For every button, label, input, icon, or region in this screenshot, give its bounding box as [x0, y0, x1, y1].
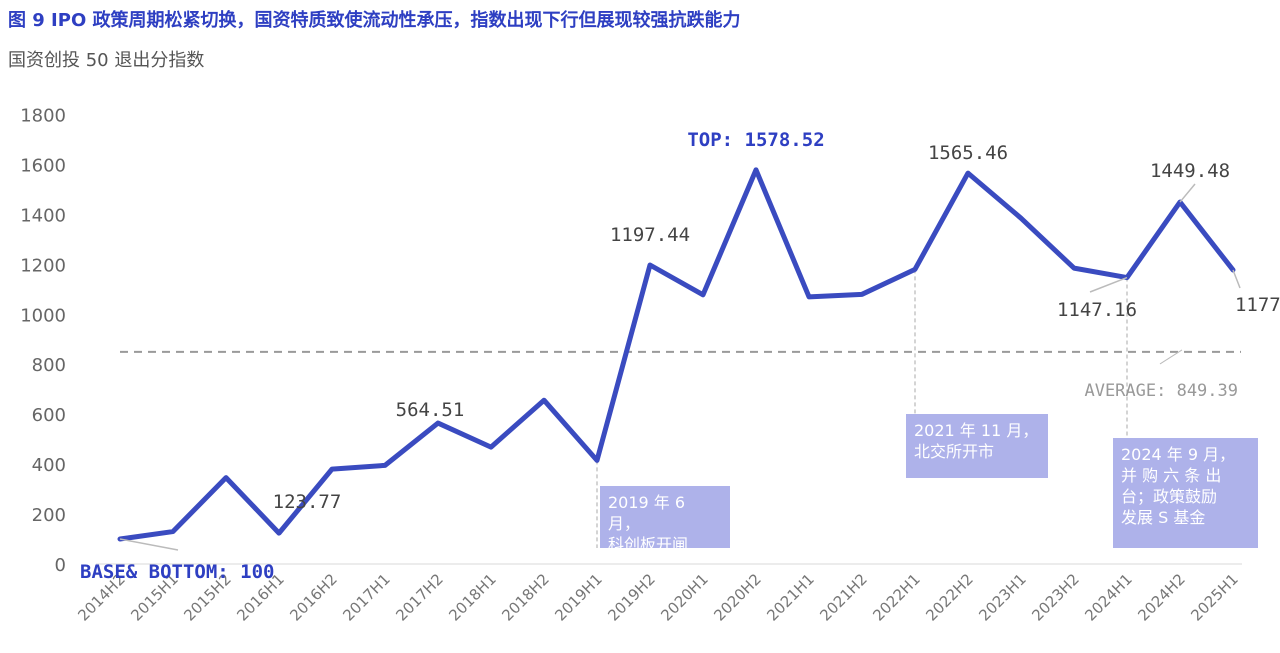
- x-tick-label: 2022H1: [869, 570, 923, 624]
- data-label-leader: [1232, 269, 1241, 289]
- data-point: [648, 263, 652, 267]
- chart-subtitle: 国资创投 50 退出分指数: [8, 50, 205, 71]
- annotation-line: 发展 S 基金: [1121, 508, 1206, 527]
- average-leader-line: [1159, 349, 1183, 365]
- data-label: 123.77: [273, 491, 342, 513]
- x-tick-label: 2023H1: [975, 570, 1029, 624]
- data-point: [1019, 216, 1023, 220]
- annotation-ma-policy: 2024 年 9 月， 并 购 六 条 出台；政策鼓励 发展 S 基金: [1113, 438, 1258, 548]
- annotation-line: 台；政策鼓励: [1121, 487, 1218, 506]
- y-axis: 0 200 400 600 800 1000 1200 1400 1600 1800: [20, 106, 66, 576]
- data-label: 564.51: [396, 399, 465, 421]
- data-point: [383, 463, 387, 467]
- data-point: [436, 421, 440, 425]
- x-tick-label: 2024H1: [1081, 570, 1135, 624]
- data-point: [913, 267, 917, 271]
- data-label: 1177.54: [1235, 294, 1280, 316]
- annotation-line: 并 购 六 条 出: [1121, 466, 1222, 485]
- y-tick-label: 1800: [20, 106, 66, 127]
- x-tick-label: 2024H2: [1134, 570, 1188, 624]
- data-point: [224, 476, 228, 480]
- data-point: [171, 530, 175, 534]
- annotation-line: 2021 年 11 月，: [914, 421, 1039, 440]
- y-tick-label: 1600: [20, 155, 66, 176]
- x-tick-label: 2019H2: [604, 570, 658, 624]
- annotation-line: 2024 年 9 月，: [1121, 445, 1236, 464]
- x-tick-label: 2020H1: [657, 570, 711, 624]
- x-tick-label: 2018H2: [498, 570, 552, 624]
- data-point: [1072, 266, 1076, 270]
- data-point: [330, 467, 334, 471]
- data-label: 1449.48: [1150, 160, 1230, 182]
- data-label: 1565.46: [928, 142, 1008, 164]
- annotation-line: 2019 年 6 月，: [608, 493, 686, 533]
- data-labels: BASE& BOTTOM: 100 123.77 564.51 1197.44 TOP:…: [80, 129, 1280, 583]
- data-point: [277, 531, 281, 535]
- x-tick-label: 2019H1: [551, 570, 605, 624]
- x-tick-label: 2017H1: [339, 570, 393, 624]
- data-point: [489, 445, 493, 449]
- data-point: [754, 168, 758, 172]
- data-point: [966, 171, 970, 175]
- x-tick-label: 2017H2: [392, 570, 446, 624]
- data-label-leader: [1089, 276, 1128, 293]
- average-line-group: AVERAGE: 849.39: [120, 349, 1241, 401]
- x-tick-label: 2016H2: [286, 570, 340, 624]
- x-tick-label: 2020H2: [710, 570, 764, 624]
- y-tick-label: 1400: [20, 205, 66, 226]
- x-tick-label: 2025H1: [1187, 570, 1241, 624]
- x-tick-label: 2022H2: [922, 570, 976, 624]
- y-tick-label: 1000: [20, 305, 66, 326]
- annotation-line: 北交所开市: [914, 442, 995, 461]
- data-label: BASE& BOTTOM: 100: [80, 561, 274, 583]
- average-label: AVERAGE: 849.39: [1084, 381, 1238, 401]
- y-tick-label: 400: [32, 455, 66, 476]
- y-tick-label: 800: [32, 355, 66, 376]
- data-point: [701, 293, 705, 297]
- y-tick-label: 1200: [20, 255, 66, 276]
- x-tick-label: 2018H1: [445, 570, 499, 624]
- series-line: [117, 167, 1236, 542]
- data-point: [542, 398, 546, 402]
- data-label-leader: [1179, 183, 1196, 203]
- x-tick-label: 2021H1: [763, 570, 817, 624]
- annotation-star-market: 2019 年 6 月， 科创板开闸: [600, 486, 730, 554]
- data-point: [807, 295, 811, 299]
- y-tick-label: 200: [32, 505, 66, 526]
- x-tick-label: 2023H2: [1028, 570, 1082, 624]
- data-label-leader: [119, 538, 179, 551]
- data-point: [595, 458, 599, 462]
- y-tick-label: 600: [32, 405, 66, 426]
- data-point: [860, 292, 864, 296]
- y-tick-label: 0: [55, 555, 66, 576]
- annotation-line: 科创板开闸: [608, 535, 689, 554]
- figure-title: 图 9 IPO 政策周期松紧切换，国资特质致使流动性承压，指数出现下行但展现较强…: [8, 10, 741, 31]
- series-line-group: [117, 167, 1236, 542]
- annotation-bse-opening: 2021 年 11 月， 北交所开市: [906, 414, 1048, 478]
- x-tick-label: 2021H2: [816, 570, 870, 624]
- data-label: 1147.16: [1057, 299, 1137, 321]
- data-label: TOP: 1578.52: [687, 129, 824, 151]
- data-label: 1197.44: [610, 224, 690, 246]
